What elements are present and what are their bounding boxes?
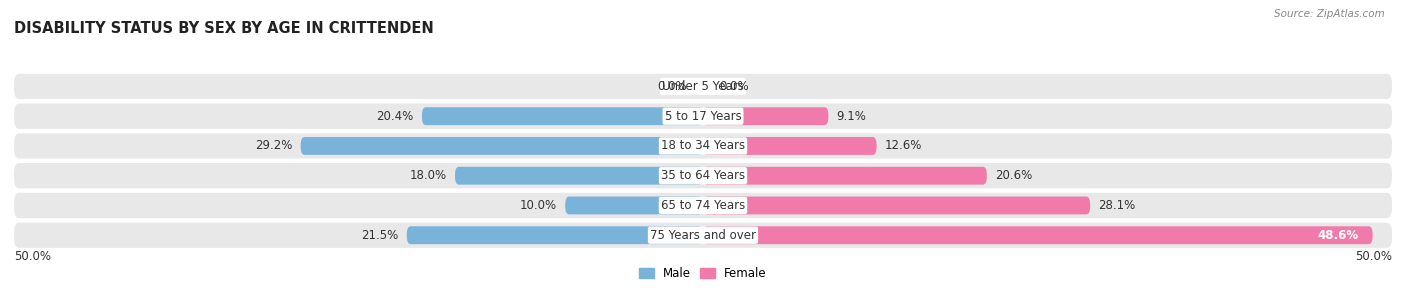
Text: Under 5 Years: Under 5 Years [662, 80, 744, 93]
Text: Source: ZipAtlas.com: Source: ZipAtlas.com [1274, 9, 1385, 19]
FancyBboxPatch shape [14, 193, 1392, 218]
Text: 18.0%: 18.0% [409, 169, 447, 182]
Text: 50.0%: 50.0% [1355, 250, 1392, 263]
FancyBboxPatch shape [703, 167, 987, 185]
FancyBboxPatch shape [14, 133, 1392, 159]
FancyBboxPatch shape [565, 196, 703, 214]
Text: 20.4%: 20.4% [377, 110, 413, 123]
Legend: Male, Female: Male, Female [634, 262, 772, 285]
FancyBboxPatch shape [14, 104, 1392, 129]
Text: 35 to 64 Years: 35 to 64 Years [661, 169, 745, 182]
Text: 48.6%: 48.6% [1317, 229, 1358, 242]
Text: 12.6%: 12.6% [884, 139, 922, 152]
Text: 65 to 74 Years: 65 to 74 Years [661, 199, 745, 212]
Text: 18 to 34 Years: 18 to 34 Years [661, 139, 745, 152]
Text: 28.1%: 28.1% [1098, 199, 1136, 212]
FancyBboxPatch shape [406, 226, 703, 244]
FancyBboxPatch shape [301, 137, 703, 155]
Text: 50.0%: 50.0% [14, 250, 51, 263]
FancyBboxPatch shape [14, 163, 1392, 188]
FancyBboxPatch shape [456, 167, 703, 185]
FancyBboxPatch shape [703, 107, 828, 125]
Text: 29.2%: 29.2% [254, 139, 292, 152]
FancyBboxPatch shape [703, 137, 876, 155]
Text: 10.0%: 10.0% [520, 199, 557, 212]
Text: 5 to 17 Years: 5 to 17 Years [665, 110, 741, 123]
Text: DISABILITY STATUS BY SEX BY AGE IN CRITTENDEN: DISABILITY STATUS BY SEX BY AGE IN CRITT… [14, 21, 434, 36]
Text: 75 Years and over: 75 Years and over [650, 229, 756, 242]
Text: 21.5%: 21.5% [361, 229, 398, 242]
FancyBboxPatch shape [703, 226, 1372, 244]
FancyBboxPatch shape [703, 196, 1090, 214]
Text: 9.1%: 9.1% [837, 110, 866, 123]
Text: 20.6%: 20.6% [995, 169, 1032, 182]
Text: 0.0%: 0.0% [657, 80, 686, 93]
FancyBboxPatch shape [14, 74, 1392, 99]
FancyBboxPatch shape [422, 107, 703, 125]
Text: 0.0%: 0.0% [720, 80, 749, 93]
FancyBboxPatch shape [14, 223, 1392, 248]
